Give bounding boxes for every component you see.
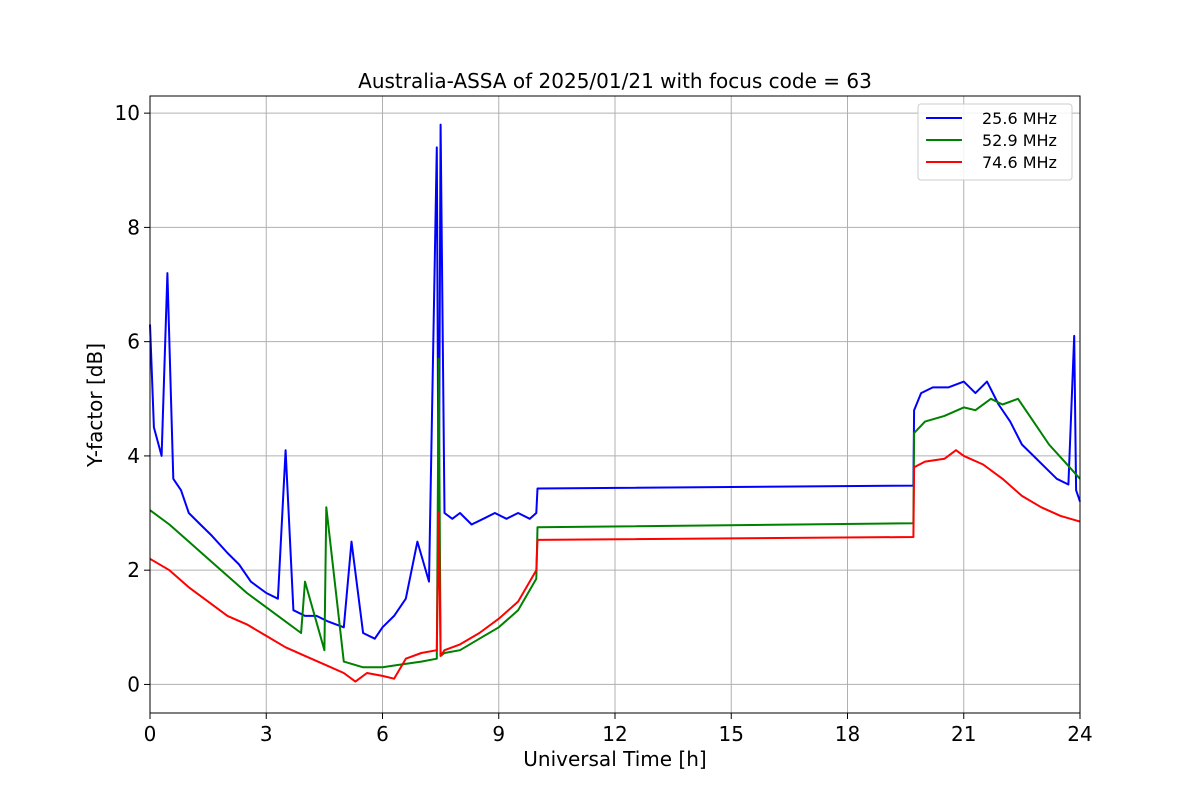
- x-tick-label: 15: [719, 722, 744, 746]
- x-tick-label: 9: [492, 722, 505, 746]
- x-tick-label: 6: [376, 722, 389, 746]
- x-tick-label: 21: [951, 722, 976, 746]
- series-line-74-6-mhz: [149, 449, 1081, 683]
- y-tick-label: 4: [127, 444, 140, 468]
- legend-entries: 25.6 MHz 52.9 MHz 74.6 MHz: [926, 109, 1057, 172]
- y-tick-label: 10: [115, 101, 140, 125]
- x-tick-label: 12: [602, 722, 627, 746]
- x-tick-label: 18: [835, 722, 860, 746]
- series-line-25-6-mhz: [149, 123, 1081, 640]
- x-tick-label: 24: [1067, 722, 1092, 746]
- legend-label: 25.6 MHz: [982, 109, 1057, 128]
- y-tick-label: 6: [127, 330, 140, 354]
- legend-label: 52.9 MHz: [982, 131, 1057, 150]
- chart-title: Australia-ASSA of 2025/01/21 with focus …: [358, 69, 872, 93]
- legend: 25.6 MHz 52.9 MHz 74.6 MHz: [917, 103, 1073, 181]
- x-axis-label: Universal Time [h]: [523, 747, 706, 771]
- x-tick-label: 3: [260, 722, 273, 746]
- legend-label: 74.6 MHz: [982, 153, 1057, 172]
- y-tick-label: 2: [127, 558, 140, 582]
- y-tick-label: 0: [127, 672, 140, 696]
- plot-series: [149, 123, 1081, 683]
- y-tick-label: 8: [127, 215, 140, 239]
- y-axis-label: Y-factor [dB]: [83, 343, 107, 468]
- x-tick-label: 0: [144, 722, 157, 746]
